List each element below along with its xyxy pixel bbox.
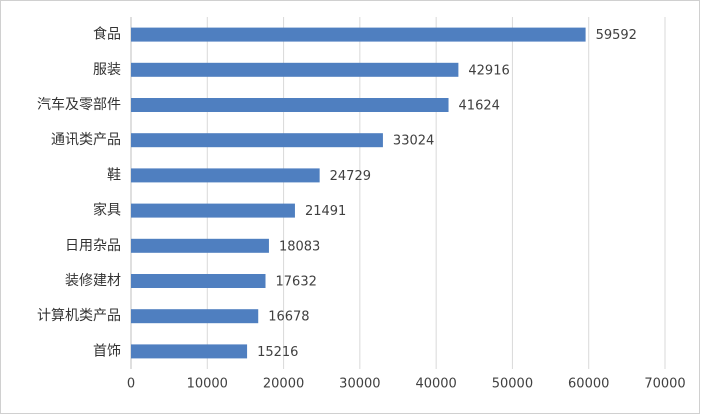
x-tick-label: 40000	[415, 377, 456, 392]
y-tick-label: 装修建材	[65, 273, 121, 289]
data-label: 24729	[330, 169, 371, 184]
x-tick-label: 10000	[187, 377, 228, 392]
x-tick-label: 50000	[492, 377, 533, 392]
bar	[131, 203, 295, 218]
data-label: 42916	[468, 63, 509, 78]
y-tick-label: 日用杂品	[65, 238, 121, 254]
y-tick-label: 通讯类产品	[51, 132, 121, 148]
x-tick-label: 0	[127, 377, 135, 392]
data-label: 17632	[276, 275, 317, 290]
y-tick-label: 计算机类产品	[37, 308, 121, 324]
bar	[131, 133, 383, 148]
data-label: 59592	[596, 28, 637, 43]
bar	[131, 62, 459, 77]
x-tick-label: 70000	[644, 377, 685, 392]
data-label: 21491	[305, 204, 346, 219]
bar	[131, 98, 449, 112]
data-label: 15216	[257, 345, 298, 360]
y-tick-label: 家具	[93, 202, 121, 219]
data-label: 33024	[393, 134, 434, 149]
x-tick-label: 30000	[339, 377, 380, 392]
bar	[131, 274, 266, 288]
bar	[131, 238, 269, 253]
y-tick-label: 首饰	[93, 343, 121, 359]
data-label: 16678	[268, 310, 309, 325]
y-tick-label: 服装	[93, 62, 121, 78]
y-tick-label: 汽车及零部件	[37, 96, 121, 113]
bar	[131, 168, 320, 183]
x-tick-label: 20000	[263, 377, 304, 392]
x-tick-label: 60000	[568, 377, 609, 392]
bar	[131, 27, 586, 42]
bar	[131, 309, 259, 324]
data-label: 41624	[459, 99, 500, 114]
bar	[131, 344, 248, 359]
y-tick-label: 食品	[93, 26, 121, 43]
data-label: 18083	[279, 239, 320, 254]
y-tick-label: 鞋	[107, 167, 121, 183]
